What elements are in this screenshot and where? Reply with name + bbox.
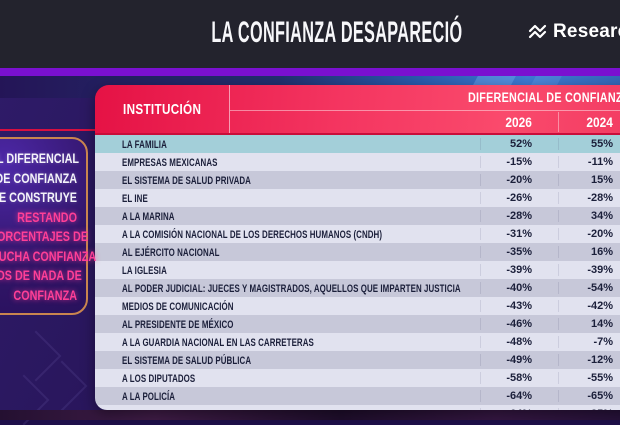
value-2026-cell: -39% (480, 264, 558, 276)
value-2024-cell: 15% (558, 174, 620, 186)
value-2026-cell: -48% (480, 336, 558, 348)
institution-cell: AL EJÉRCITO NACIONAL (122, 247, 220, 259)
institution-cell: AL GOBERNADOR DEL ESTADO (95, 405, 480, 410)
value-2024-cell: -12% (558, 354, 620, 366)
sidebar-line: DE CONFIANZA (0, 170, 78, 186)
institution-cell: A LA MARINA (122, 211, 175, 223)
table-row: EL INE -26% -28% (95, 189, 620, 207)
table-row: EL SISTEMA DE SALUD PRIVADA -20% 15% (95, 171, 620, 189)
table-row: EL SISTEMA DE SALUD PÚBLICA -49% -12% (95, 351, 620, 369)
value-2024-cell: -28% (558, 192, 620, 204)
sidebar-line: CONFIANZA (13, 287, 77, 303)
bottom-strip (0, 410, 620, 420)
value-2026-cell: -64% (480, 390, 558, 402)
institution-cell: EL SISTEMA DE SALUD PÚBLICA (122, 355, 252, 367)
value-2024-cell: 34% (558, 210, 620, 222)
group-column-header: DIFERENCIAL DE CONFIANZA (468, 90, 620, 105)
red-accent-line (0, 129, 96, 131)
value-2024-cell: -54% (558, 282, 620, 294)
value-2024-cell: -65% (558, 390, 620, 402)
table-row: A LA POLICÍA -64% -65% (95, 387, 620, 405)
table-row: LA IGLESIA -39% -39% (95, 261, 620, 279)
sidebar-line: PORCENTAJES DE (0, 229, 89, 244)
table-row: A LA COMISIÓN NACIONAL DE LOS DERECHOS H… (95, 225, 620, 243)
sidebar-line: MUCHA CONFIANZA (0, 248, 97, 264)
institution-cell: A LA GUARDIA NACIONAL EN LAS CARRETERAS (122, 337, 314, 349)
value-2026-cell: -20% (480, 174, 558, 186)
value-2026-cell: -46% (480, 318, 558, 330)
sidebar-line: EL DIFERENCIAL (0, 151, 80, 166)
value-2024-cell: 16% (558, 246, 620, 258)
institution-cell: A LOS DIPUTADOS (122, 373, 196, 385)
value-2024-cell: -42% (558, 300, 620, 312)
header-divider (230, 110, 620, 111)
value-2024-cell: -11% (558, 156, 620, 168)
value-2024-cell: -20% (558, 228, 620, 240)
value-2026-cell: -58% (480, 372, 558, 384)
top-bar: LA CONFIANZA DESAPARECIÓ Research (0, 0, 620, 68)
table-header: INSTITUCIÓN DIFERENCIAL DE CONFIANZA 202… (95, 85, 620, 135)
table-row: AL PODER JUDICIAL: JUECES Y MAGISTRADOS,… (95, 279, 620, 297)
brand-logo: Research (527, 21, 620, 43)
purple-divider (0, 68, 620, 76)
table-row: EMPRESAS MEXICANAS -15% -11% (95, 153, 620, 171)
value-2024-cell: 55% (558, 138, 620, 150)
value-2026-cell: 52% (480, 138, 558, 150)
page-title-text: LA CONFIANZA DESAPARECIÓ (211, 16, 463, 50)
value-2026-cell: -28% (480, 210, 558, 222)
sidebar-text: EL DIFERENCIAL DE CONFIANZA SE CONSTRUYE RE… (0, 149, 97, 305)
value-2026-cell: -35% (480, 246, 558, 258)
value-2026-cell: -49% (480, 354, 558, 366)
value-2026-cell: -64% (480, 408, 558, 410)
sidebar-note: EL DIFERENCIAL DE CONFIANZA SE CONSTRUYE RE… (0, 137, 97, 315)
institution-cell: EL SISTEMA DE SALUD PRIVADA (122, 175, 251, 187)
value-2026-cell: -15% (480, 156, 558, 168)
institution-cell: A LA POLICÍA (122, 391, 176, 403)
table-row: AL PRESIDENTE DE MÉXICO -46% 14% (95, 315, 620, 333)
institution-cell: AL PODER JUDICIAL: JUECES Y MAGISTRADOS,… (122, 283, 461, 295)
page-title: LA CONFIANZA DESAPARECIÓ (113, 17, 561, 50)
institution-cell: EMPRESAS MEXICANAS (122, 157, 218, 169)
value-2024-cell: -7% (558, 336, 620, 348)
value-2026-cell: -26% (480, 192, 558, 204)
value-2026-cell: -31% (480, 228, 558, 240)
sidebar-line: RESTANDO (17, 209, 77, 225)
institution-cell: MEDIOS DE COMUNICACIÓN (122, 301, 234, 313)
table-row: AL GOBERNADOR DEL ESTADO-64%-35% (95, 405, 620, 410)
year-column-header-2026: 2026 (505, 114, 533, 130)
table-row: A LA GUARDIA NACIONAL EN LAS CARRETERAS -… (95, 333, 620, 351)
institution-cell: LA FAMILIA (122, 139, 167, 151)
table-row: AL EJÉRCITO NACIONAL -35% 16% (95, 243, 620, 261)
value-2024-cell: 14% (558, 318, 620, 330)
year-column-header-2024: 2024 (558, 112, 620, 132)
institution-cell: A LA COMISIÓN NACIONAL DE LOS DERECHOS H… (122, 229, 383, 241)
confidence-table: INSTITUCIÓN DIFERENCIAL DE CONFIANZA 202… (95, 85, 620, 410)
institution-cell: LA IGLESIA (122, 265, 167, 277)
brand-name: Research (553, 21, 620, 42)
table-row: A LA MARINA -28% 34% (95, 207, 620, 225)
waves-icon (527, 21, 549, 43)
sidebar-line: SE CONSTRUYE (0, 190, 78, 205)
institution-column-header: INSTITUCIÓN (95, 85, 230, 133)
value-2024-cell: -35% (558, 408, 620, 410)
value-2024-cell: -39% (558, 264, 620, 276)
value-2026-cell: -43% (480, 300, 558, 312)
value-2026-cell: -40% (480, 282, 558, 294)
sidebar-line: LOS DE NADA DE (0, 268, 82, 283)
institution-cell: EL INE (122, 193, 148, 205)
institution-header-label: INSTITUCIÓN (122, 100, 202, 118)
table-row: LA FAMILIA 52% 55% (95, 135, 620, 153)
table-row: MEDIOS DE COMUNICACIÓN -43% -42% (95, 297, 620, 315)
table-row: A LOS DIPUTADOS -58% -55% (95, 369, 620, 387)
institution-cell: AL PRESIDENTE DE MÉXICO (122, 319, 234, 331)
table-body: LA FAMILIA 52% 55% EMPRESAS MEXICANAS -15% -1… (95, 135, 620, 410)
value-2024-cell: -55% (558, 372, 620, 384)
